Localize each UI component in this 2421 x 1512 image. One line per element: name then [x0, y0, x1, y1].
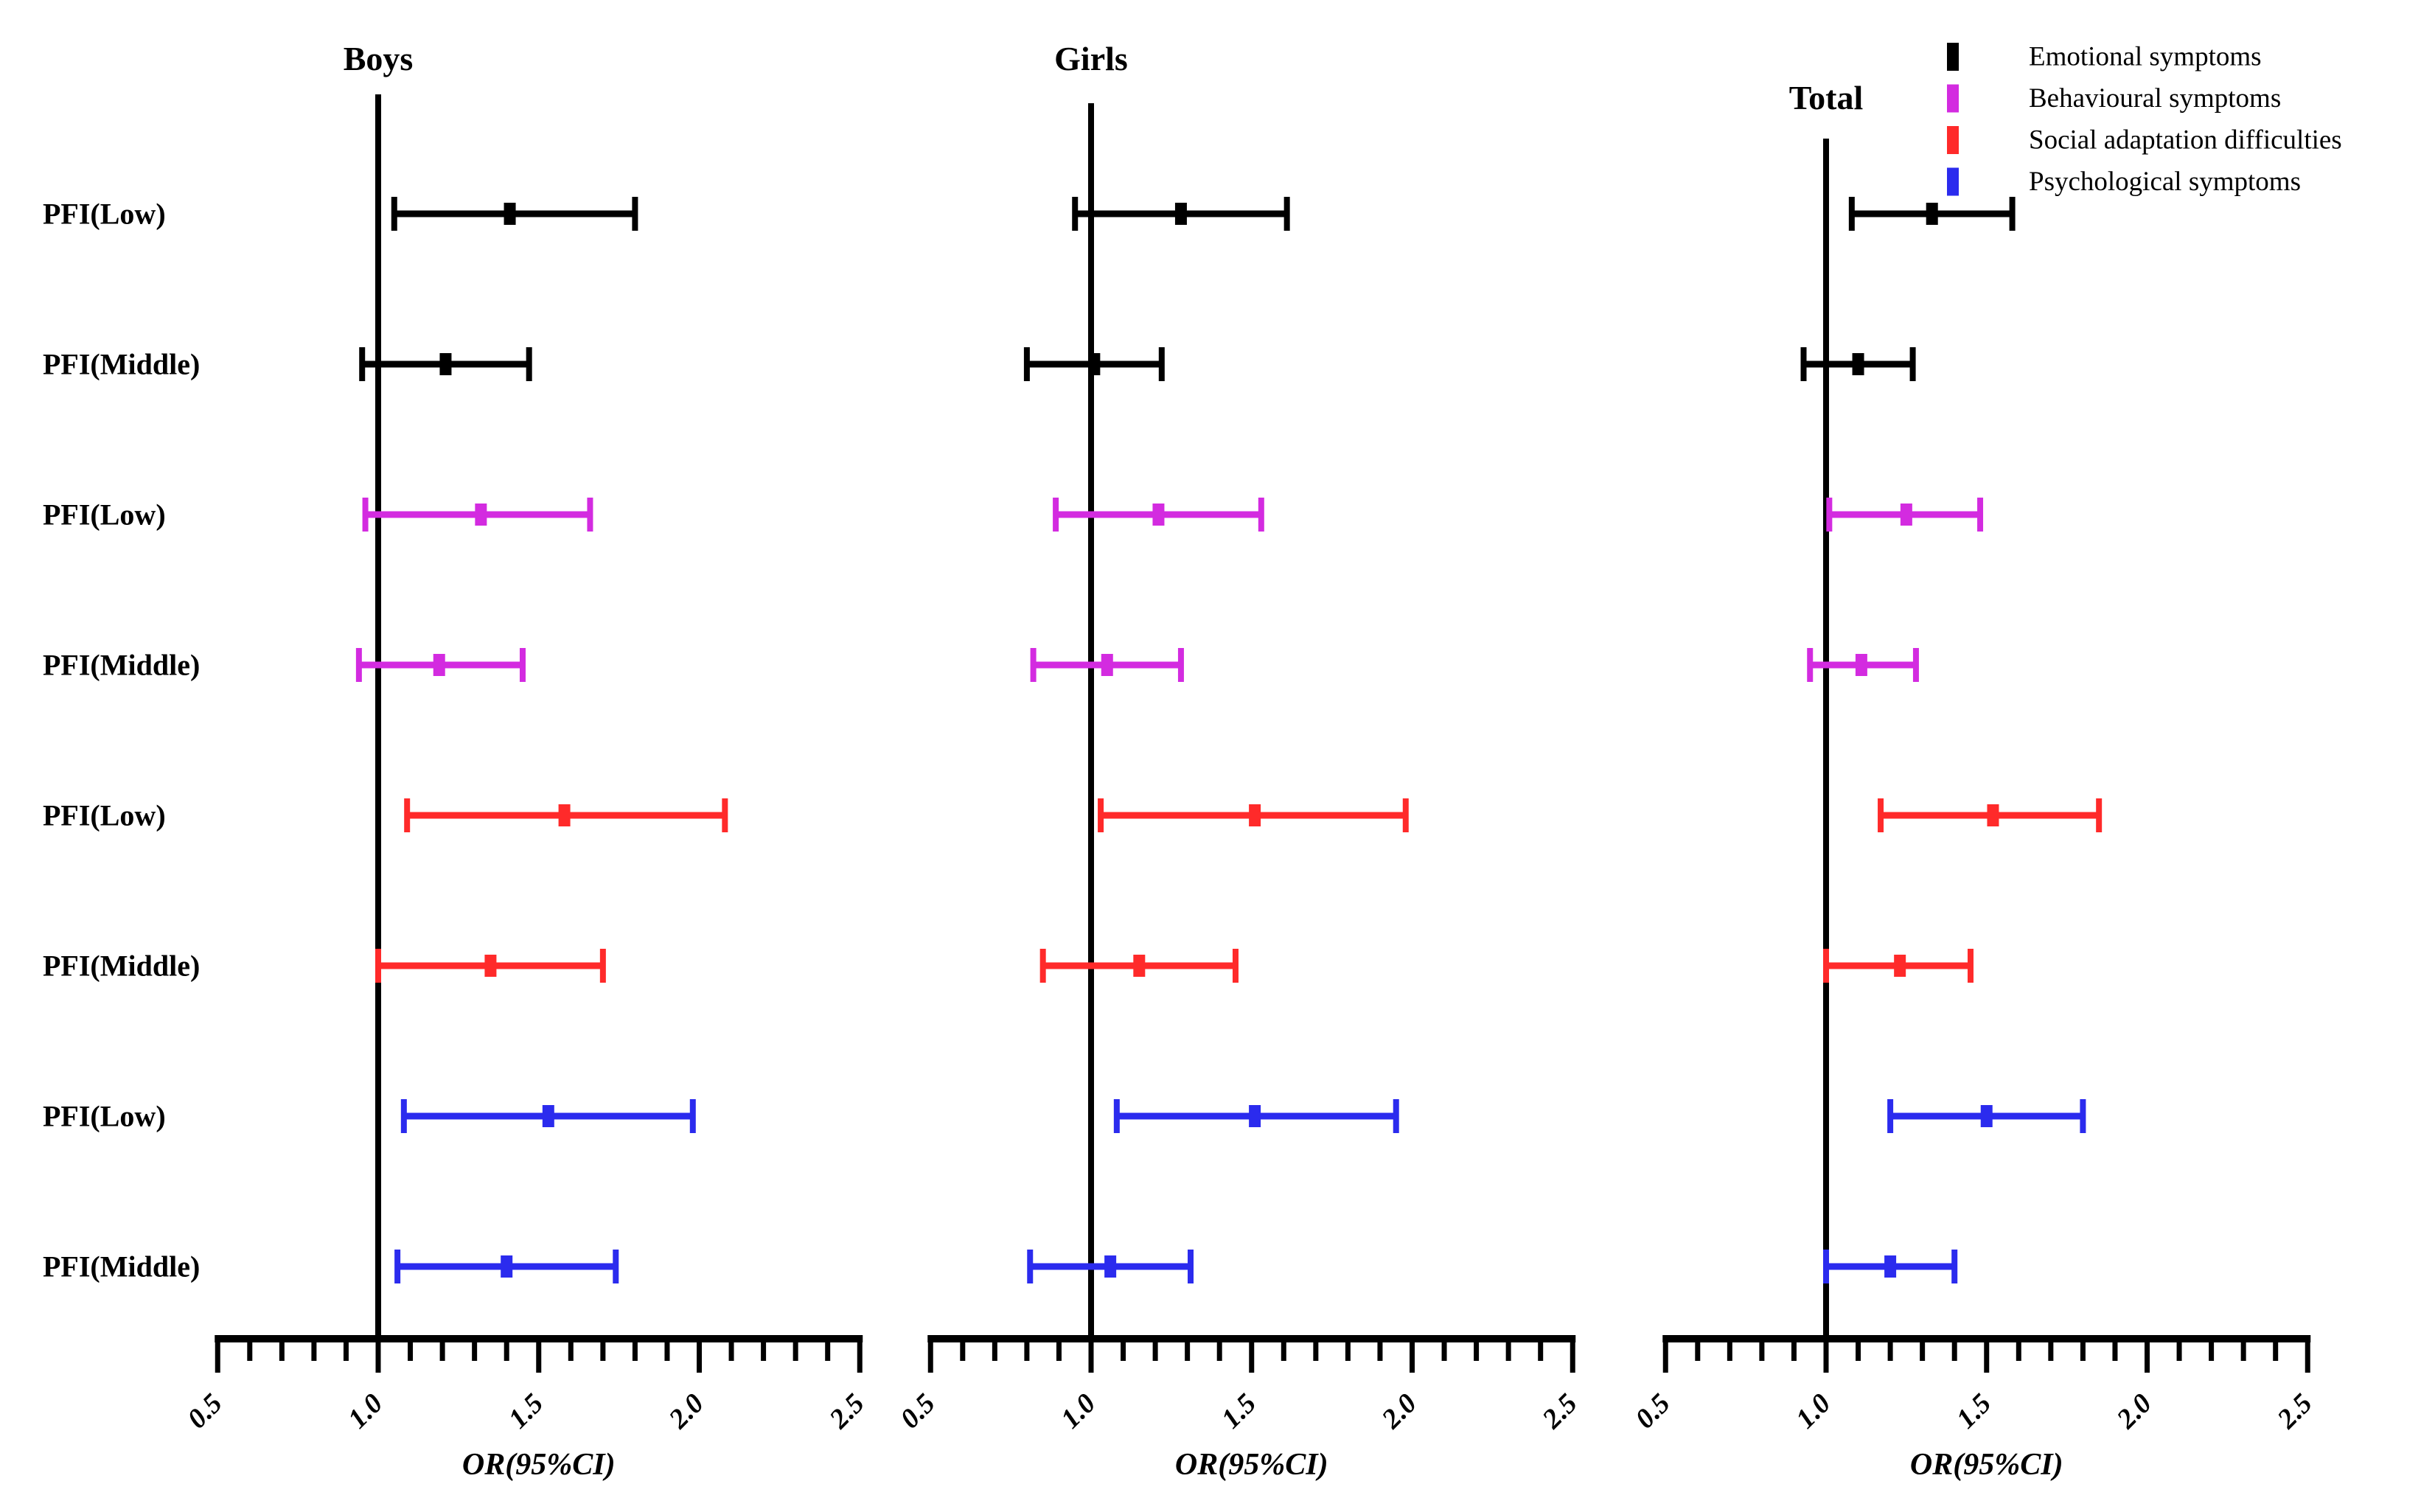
x-tick-label: 2.5 — [2271, 1388, 2319, 1435]
or-marker — [1926, 203, 1938, 225]
error-bar-row — [1072, 197, 1290, 231]
or-marker — [501, 1255, 513, 1278]
panel-title: Girls — [1054, 40, 1128, 77]
or-marker — [433, 654, 445, 676]
or-marker — [1104, 1255, 1117, 1278]
error-bar-row — [359, 347, 532, 381]
or-marker — [1088, 353, 1101, 375]
or-marker — [1884, 1255, 1897, 1278]
x-axis-ticks — [927, 1339, 1575, 1373]
legend-label: Emotional symptoms — [2029, 42, 2262, 72]
error-bar-row — [1826, 498, 1984, 532]
error-bar-row — [1027, 1250, 1194, 1283]
legend-label: Behavioural symptoms — [2029, 83, 2281, 114]
error-bar-row — [1039, 949, 1239, 983]
x-axis-ticks — [215, 1339, 863, 1373]
panel-title: Total — [1789, 79, 1864, 116]
error-bar-row — [1053, 498, 1264, 532]
or-marker — [1174, 203, 1187, 225]
x-axis-ticks — [1662, 1339, 2310, 1373]
legend-label: Social adaptation difficulties — [2029, 125, 2342, 156]
x-tick-label: 1.0 — [1055, 1388, 1101, 1435]
error-bar-row — [1113, 1099, 1399, 1133]
x-tick-label: 1.5 — [503, 1388, 549, 1435]
legend-swatch — [1947, 167, 1959, 196]
error-bar-row — [1823, 949, 1974, 983]
or-marker — [558, 804, 571, 826]
or-marker — [1900, 504, 1912, 526]
error-bar-row — [1848, 197, 2016, 231]
x-tick-label: 2.0 — [1376, 1388, 1423, 1435]
row-label: PFI(Middle) — [43, 1250, 200, 1283]
error-bar-row — [1807, 648, 1919, 682]
row-labels: PFI(Low) PFI(Middle) PFI(Low) PFI(Middle) PF… — [43, 198, 200, 1283]
row-label: PFI(Middle) — [43, 649, 200, 682]
or-marker — [1152, 504, 1165, 526]
row-label: PFI(Low) — [43, 198, 166, 231]
error-bar-row — [394, 1250, 619, 1283]
or-marker — [475, 504, 487, 526]
error-bar-row — [1887, 1099, 2086, 1133]
error-bar-row — [400, 1099, 696, 1133]
error-bar-row — [375, 949, 606, 983]
row-label: PFI(Low) — [43, 1100, 166, 1133]
error-bar-row — [355, 648, 526, 682]
or-marker — [1249, 1105, 1261, 1127]
or-marker — [1852, 353, 1864, 375]
panel-boys: Boys 0.5 1.0 1.5 2.0 2.5 OR(95%CI) — [181, 40, 870, 1482]
or-marker — [1249, 804, 1261, 826]
error-bar-row — [1023, 347, 1165, 381]
error-bar-row — [1878, 798, 2103, 832]
x-tick-label: 1.0 — [1790, 1388, 1836, 1435]
error-bar-row — [404, 798, 728, 832]
x-axis-label: OR(95%CI) — [1175, 1448, 1328, 1482]
row-label: PFI(Low) — [43, 799, 166, 832]
row-label: PFI(Low) — [43, 498, 166, 532]
x-tick-label: 1.5 — [1216, 1388, 1262, 1435]
legend-item: Emotional symptoms — [1947, 42, 2262, 72]
legend-swatch — [1947, 126, 1959, 154]
x-tick-label: 2.5 — [823, 1388, 871, 1435]
x-tick-label: 2.0 — [2111, 1388, 2158, 1435]
error-bar-row — [1800, 347, 1916, 381]
x-tick-label: 0.5 — [181, 1388, 228, 1435]
error-bar-row — [1030, 648, 1184, 682]
legend-item: Social adaptation difficulties — [1947, 125, 2342, 156]
x-tick-label: 2.5 — [1536, 1388, 1584, 1435]
or-marker — [439, 353, 452, 375]
x-tick-label: 2.0 — [663, 1388, 710, 1435]
x-axis-label: OR(95%CI) — [462, 1448, 616, 1482]
panel-girls: Girls 0.5 1.0 1.5 2.0 2.5 OR(95%CI) — [894, 40, 1583, 1482]
legend-swatch — [1947, 84, 1959, 113]
or-marker — [504, 203, 516, 225]
or-marker — [484, 955, 497, 977]
row-label: PFI(Middle) — [43, 348, 200, 381]
panel-title: Boys — [344, 40, 414, 77]
error-bar-row — [362, 498, 593, 532]
error-bar-row — [391, 197, 638, 231]
or-marker — [1987, 804, 1999, 826]
legend-label: Psychological symptoms — [2029, 167, 2301, 197]
or-marker — [1133, 955, 1146, 977]
row-label: PFI(Middle) — [43, 950, 200, 983]
error-bar-row — [1823, 1250, 1958, 1283]
x-tick-label: 1.5 — [1951, 1388, 1997, 1435]
legend-item: Behavioural symptoms — [1947, 83, 2281, 114]
or-marker — [1855, 654, 1867, 676]
x-axis-label: OR(95%CI) — [1910, 1448, 2063, 1482]
error-bar-row — [1098, 798, 1409, 832]
or-marker — [542, 1105, 554, 1127]
or-marker — [1101, 654, 1113, 676]
x-tick-label: 1.0 — [342, 1388, 389, 1435]
x-tick-label: 0.5 — [1629, 1388, 1676, 1435]
legend: Emotional symptoms Behavioural symptoms So… — [1947, 42, 2342, 197]
panel-total: Total 0.5 1.0 1.5 2.0 2.5 OR(95%CI) — [1629, 79, 2318, 1482]
x-tick-label: 0.5 — [894, 1388, 941, 1435]
or-marker — [1894, 955, 1906, 977]
legend-item: Psychological symptoms — [1947, 167, 2301, 197]
legend-swatch — [1947, 43, 1959, 71]
or-marker — [1980, 1105, 1993, 1127]
